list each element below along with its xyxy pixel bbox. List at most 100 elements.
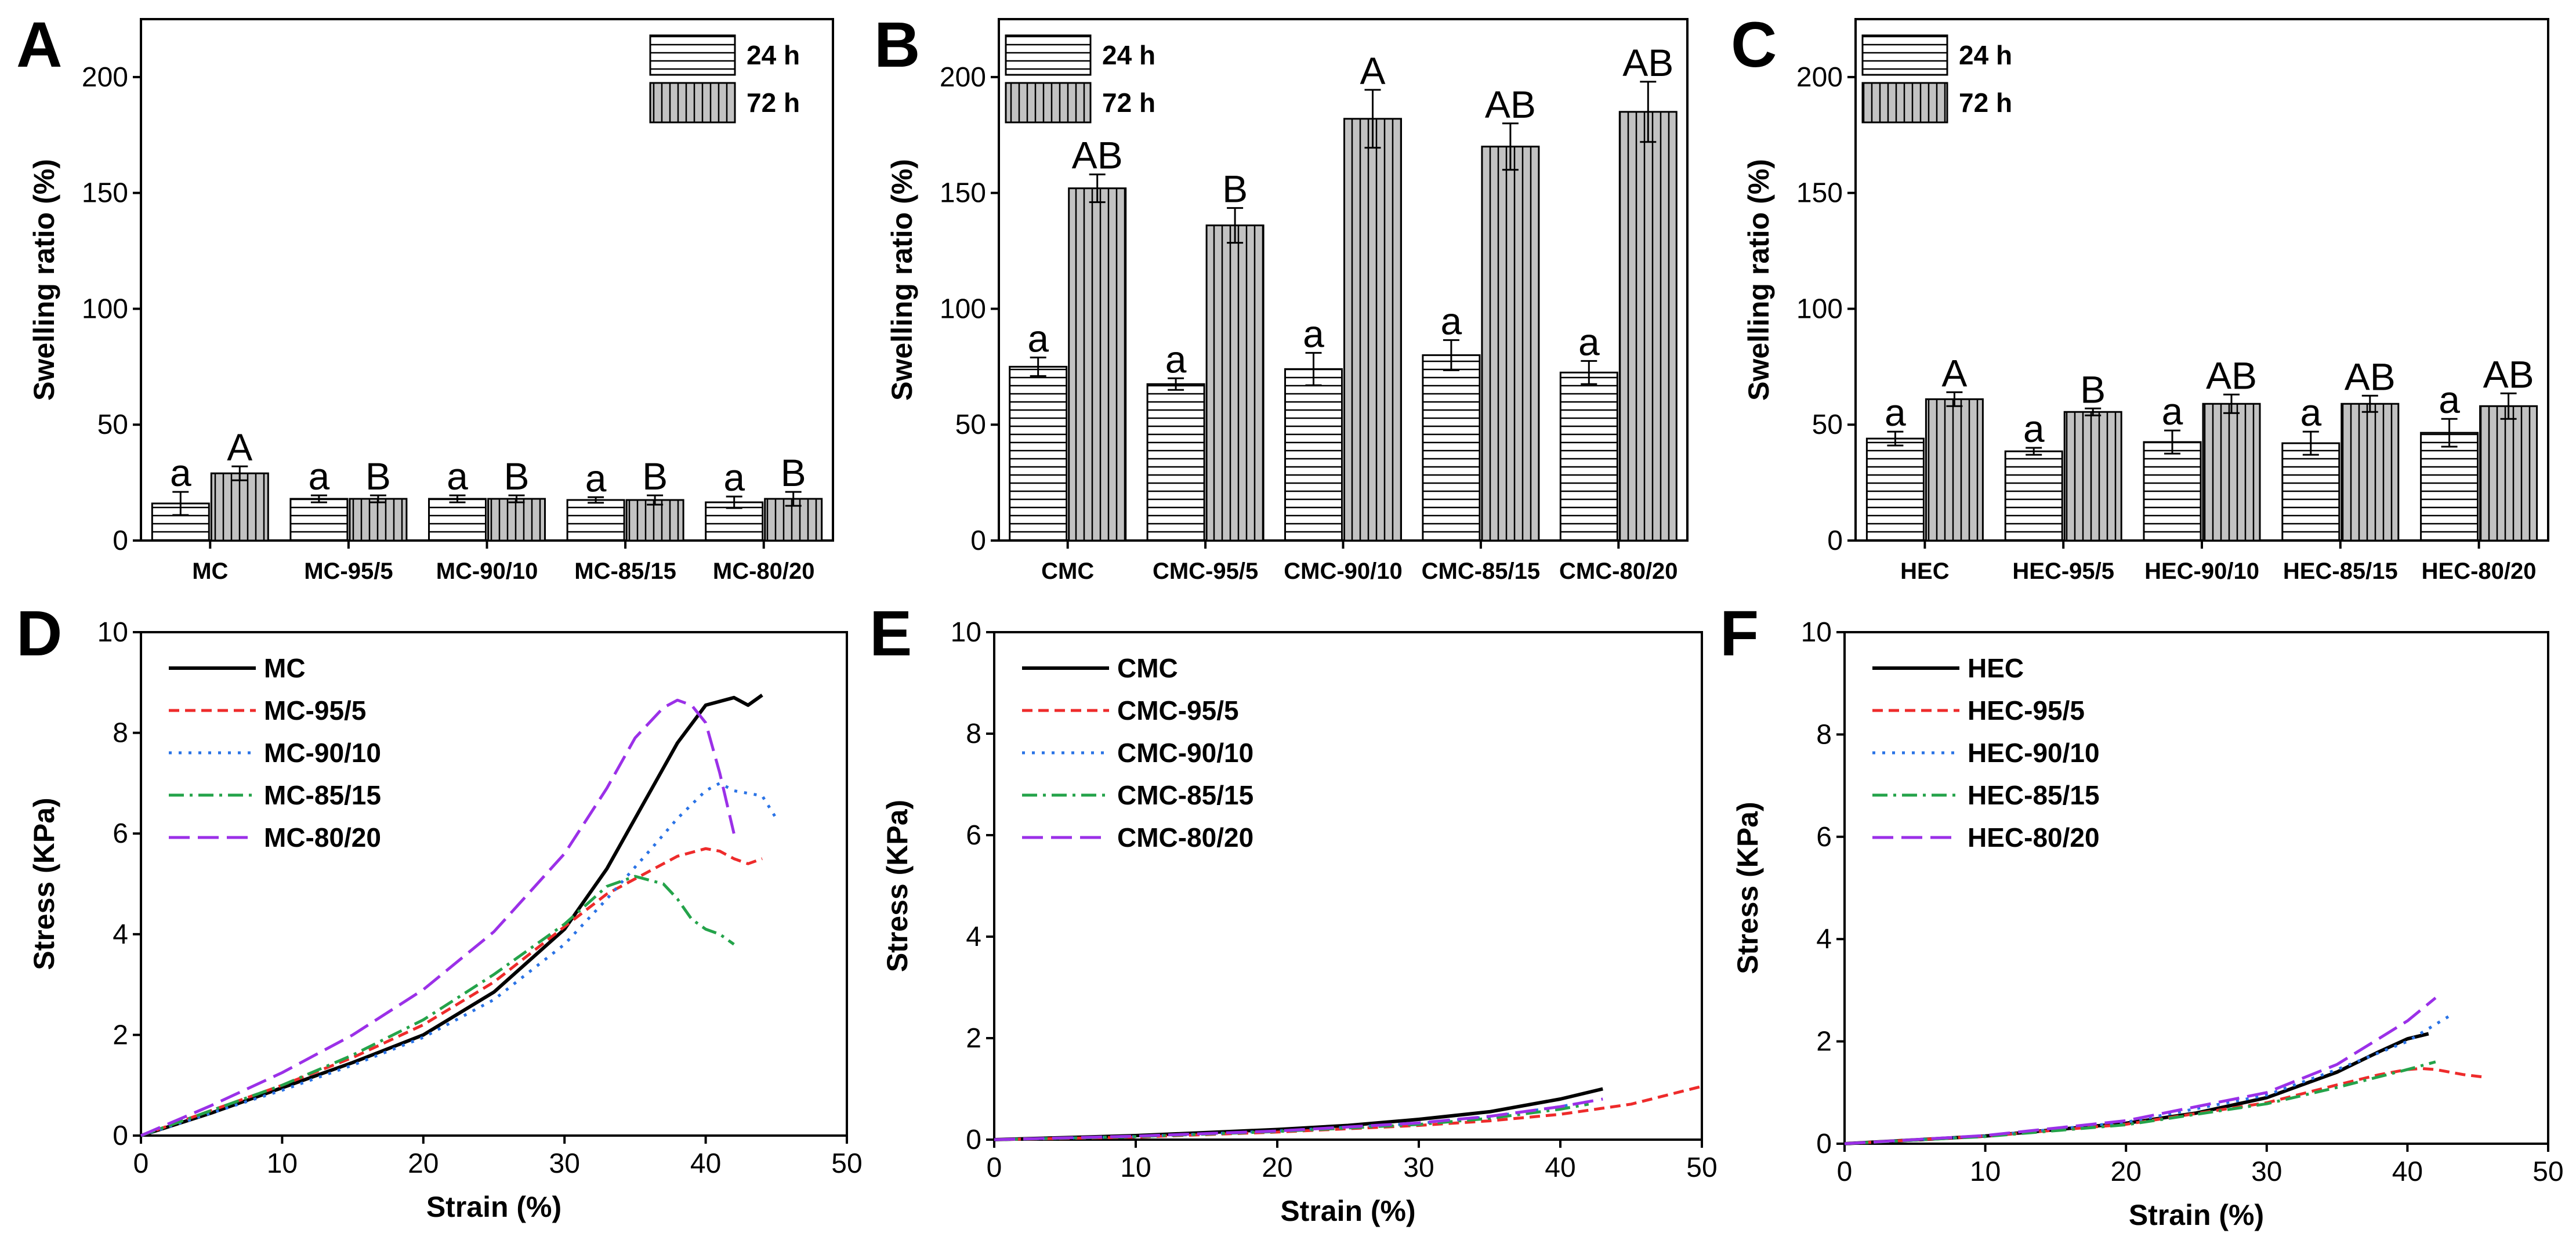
plot-frame [140, 631, 848, 1137]
x-tick-label: 0 [987, 1152, 1002, 1183]
significance-label: B [2080, 368, 2106, 411]
significance-label: A [1941, 351, 1967, 394]
legend-label: CMC-85/15 [1117, 780, 1253, 810]
significance-label: A [1360, 49, 1385, 92]
legend-label: MC-80/20 [264, 822, 381, 853]
bar-24h [1865, 437, 1925, 542]
panel-e: E 0 2 4 6 8 10 Stress (KPa) 0 10 20 30 40 50 Strain (%… [869, 598, 1718, 1227]
bar-24h [2281, 442, 2340, 542]
significance-label: B [642, 455, 668, 498]
significance-label: A [227, 426, 252, 469]
legend-label: CMC [1117, 653, 1178, 683]
y-tick-label: 0 [113, 1121, 128, 1151]
significance-label: a [170, 451, 191, 494]
y-tick-label: 200 [1796, 62, 1843, 93]
bar-72h [1925, 398, 1984, 542]
panel-label: B [874, 9, 920, 81]
panel-label: A [16, 9, 62, 81]
legend-label: 72 h [747, 88, 800, 118]
legend-label: 72 h [1102, 88, 1155, 118]
bar-72h [487, 498, 546, 542]
significance-label: a [1027, 317, 1049, 360]
legend-swatch-72h [649, 82, 736, 124]
y-axis-title: Swelling ratio (%) [28, 159, 60, 401]
legend-label: 24 h [1102, 40, 1155, 70]
significance-label: AB [2483, 353, 2534, 396]
y-tick-label: 2 [966, 1023, 981, 1054]
significance-label: B [503, 455, 529, 498]
y-tick-label: 6 [966, 820, 981, 851]
bar-72h [1481, 146, 1540, 542]
y-tick-label: 8 [966, 719, 981, 749]
bar-72h [2479, 405, 2538, 542]
legend-label: HEC-80/20 [1968, 822, 2100, 853]
significance-label: B [365, 455, 391, 498]
bar-72h [1618, 111, 1678, 542]
legend-label: HEC-85/15 [1968, 780, 2100, 810]
y-tick-label: 0 [1816, 1129, 1832, 1159]
category-label: HEC-90/10 [2144, 559, 2259, 584]
bar-24h [428, 498, 487, 542]
y-tick-label: 2 [1816, 1027, 1832, 1057]
category-label: MC-95/5 [304, 559, 393, 584]
significance-label: a [1885, 391, 1906, 434]
bar-24h [1146, 383, 1205, 542]
y-axis-title: Swelling ratio (%) [886, 159, 918, 401]
x-axis-title: Strain (%) [1280, 1195, 1415, 1227]
y-tick-label: 10 [951, 617, 981, 648]
x-tick-label: 20 [1262, 1152, 1292, 1183]
legend-swatch-24h [1005, 34, 1092, 76]
x-tick-label: 30 [1403, 1152, 1434, 1183]
legend-label: 24 h [747, 40, 800, 70]
category-label: HEC-80/20 [2422, 559, 2537, 584]
bar-24h [1559, 371, 1618, 542]
x-tick-label: 50 [831, 1148, 862, 1179]
y-axis-title: Stress (KPa) [881, 800, 914, 972]
significance-label: AB [1072, 134, 1123, 177]
bar-24h [2420, 431, 2479, 542]
x-tick-label: 30 [2251, 1156, 2282, 1187]
legend-label: CMC-90/10 [1117, 738, 1253, 768]
y-tick-label: 4 [113, 919, 128, 950]
panel-label: F [1720, 598, 1759, 669]
significance-label: B [1222, 168, 1248, 211]
y-tick-label: 150 [82, 178, 128, 209]
y-tick-label: 50 [1812, 409, 1843, 440]
series-line-cmc [994, 1087, 1603, 1141]
category-label: CMC-90/10 [1284, 559, 1403, 584]
y-tick-label: 50 [97, 409, 128, 440]
category-label: MC [192, 559, 228, 584]
series-line-hec-95-5 [1844, 1067, 2486, 1145]
legend-label: HEC [1968, 653, 2024, 683]
series-line-hec-90-10 [1844, 1014, 2451, 1145]
significance-label: B [781, 451, 806, 494]
panel-label: C [1731, 9, 1777, 81]
category-label: CMC [1041, 559, 1094, 584]
x-axis-title: Strain (%) [2129, 1199, 2264, 1231]
plot-frame [1843, 631, 2549, 1145]
x-tick-label: 10 [1970, 1156, 2001, 1187]
category-label: MC-85/15 [574, 559, 676, 584]
x-tick-label: 50 [2532, 1156, 2563, 1187]
bar-24h [2143, 441, 2202, 542]
panel-f: F 0 2 4 6 8 10 Stress (KPa) 0 10 20 30 40 50 Strain (%… [1720, 598, 2564, 1231]
bar-72h [1343, 118, 1402, 542]
plot-frame [993, 631, 1703, 1141]
x-tick-label: 10 [1120, 1152, 1151, 1183]
y-tick-label: 100 [82, 293, 128, 324]
category-label: HEC-95/5 [2012, 559, 2114, 584]
bar-24h [1009, 365, 1068, 542]
bar-72h [349, 498, 408, 542]
legend-label: HEC-90/10 [1968, 738, 2100, 768]
significance-label: a [1441, 299, 1462, 342]
bar-24h [1284, 368, 1343, 542]
panel-label: E [869, 598, 912, 669]
x-tick-label: 10 [267, 1148, 298, 1179]
y-tick-label: 0 [966, 1125, 981, 1155]
x-tick-label: 40 [1545, 1152, 1575, 1183]
significance-label: AB [2206, 354, 2257, 397]
significance-label: a [2300, 391, 2321, 434]
significance-label: a [2162, 390, 2183, 433]
legend-label: MC-95/5 [264, 695, 366, 726]
